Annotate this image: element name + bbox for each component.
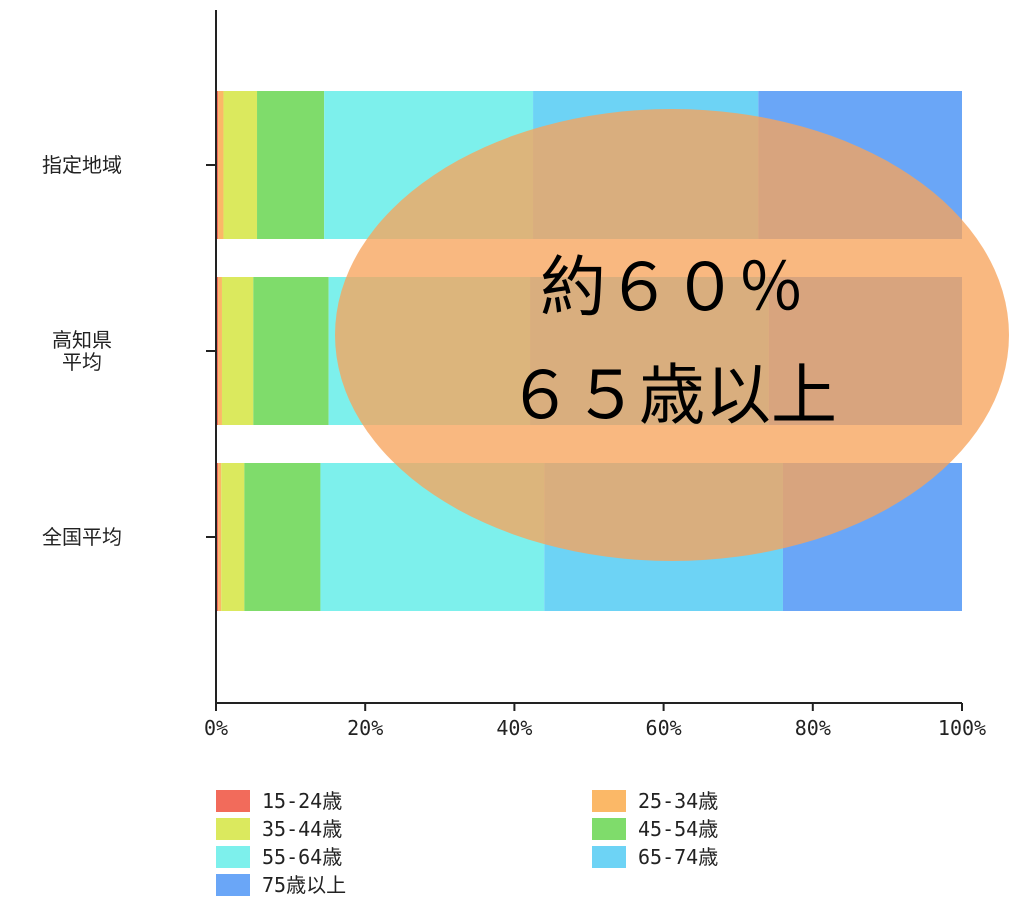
- legend: 15-24歳 25-34歳 35-44歳 45-54歳 55-64歳 65-74歳 75歳以…: [216, 789, 718, 897]
- legend-label: 15-24歳: [262, 789, 342, 813]
- legend-label: 55-64歳: [262, 845, 342, 869]
- bar-segment: [218, 277, 222, 425]
- legend-swatch: [592, 790, 626, 812]
- x-tick-label: 60%: [646, 716, 682, 740]
- bar-segment: [218, 463, 222, 611]
- y-category-label: 全国平均: [42, 525, 122, 549]
- legend-label: 35-44歳: [262, 817, 342, 841]
- annotation-text: 約６０％: [540, 249, 804, 326]
- bar-segment: [218, 91, 224, 239]
- legend-swatch: [216, 790, 250, 812]
- legend-swatch: [216, 874, 250, 896]
- y-category-label: 高知県平均: [52, 328, 112, 374]
- bar-segment: [216, 277, 219, 425]
- bar-segment: [223, 91, 258, 239]
- annotation-overlay: 約６０％ ６５歳以上: [335, 109, 1009, 561]
- legend-swatch: [216, 846, 250, 868]
- bar-segment: [221, 277, 254, 425]
- legend-label: 45-54歳: [638, 817, 718, 841]
- x-tick-label: 100%: [938, 716, 986, 740]
- x-tick-label: 20%: [347, 716, 383, 740]
- x-tick-label: 40%: [496, 716, 532, 740]
- bar-segment: [216, 91, 219, 239]
- legend-label: 25-34歳: [638, 789, 718, 813]
- legend-swatch: [592, 846, 626, 868]
- bar-segment: [257, 91, 325, 239]
- annotation-ellipse: [335, 109, 1009, 561]
- legend-swatch: [592, 818, 626, 840]
- legend-swatch: [216, 818, 250, 840]
- bar-segment: [253, 277, 329, 425]
- legend-label: 75歳以上: [262, 873, 346, 897]
- annotation-text: ６５歳以上: [507, 357, 837, 434]
- bar-segment: [221, 463, 245, 611]
- bar-segment: [244, 463, 321, 611]
- legend-label: 65-74歳: [638, 845, 718, 869]
- bar-segment: [216, 463, 219, 611]
- x-tick-label: 80%: [795, 716, 831, 740]
- x-tick-label: 0%: [204, 716, 228, 740]
- y-category-label: 指定地域: [42, 153, 122, 177]
